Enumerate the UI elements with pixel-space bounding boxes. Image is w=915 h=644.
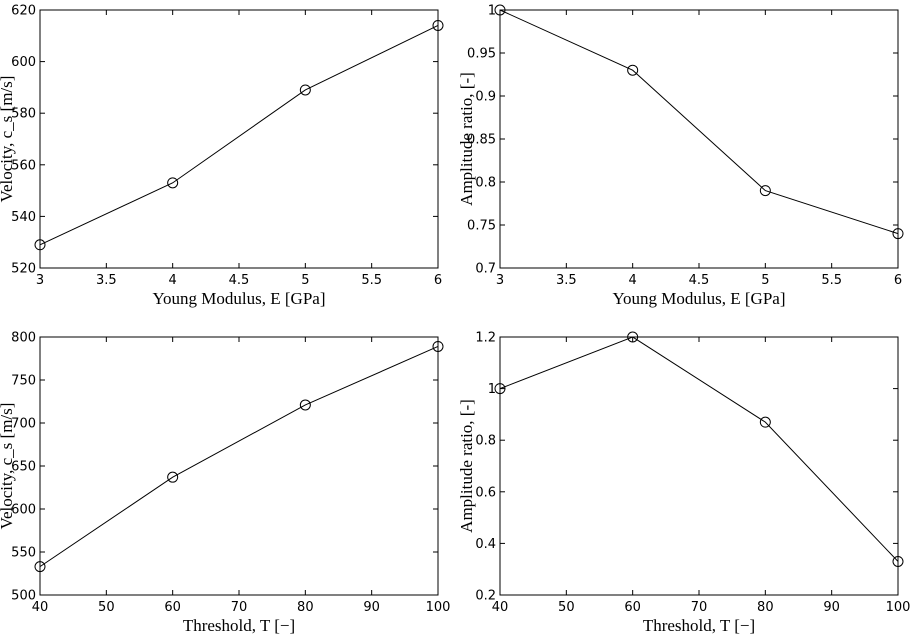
data-point-marker bbox=[627, 64, 639, 76]
x-tick-label: 3.5 bbox=[556, 273, 577, 288]
series-line bbox=[499, 336, 899, 562]
y-tick-label: 500 bbox=[11, 589, 36, 604]
x-tick-label: 6 bbox=[434, 273, 442, 288]
x-tick-label: 5.5 bbox=[361, 273, 382, 288]
y-tick-label: 0.95 bbox=[467, 47, 496, 62]
y-tick-label: 1 bbox=[488, 382, 496, 397]
x-tick-label: 50 bbox=[98, 600, 115, 615]
y-tick-label: 700 bbox=[11, 417, 36, 432]
x-axis-label: Threshold, T [−] bbox=[643, 616, 755, 635]
x-tick-label: 70 bbox=[231, 600, 248, 615]
data-point-marker bbox=[34, 239, 46, 251]
y-tick-label: 580 bbox=[11, 107, 36, 122]
axes-box bbox=[499, 9, 899, 269]
series-line bbox=[39, 346, 439, 568]
axes-box bbox=[39, 336, 439, 596]
data-point-marker bbox=[34, 561, 46, 573]
x-tick-label: 3 bbox=[496, 273, 504, 288]
data-point-marker bbox=[299, 84, 311, 96]
y-tick-label: 0.8 bbox=[475, 434, 496, 449]
x-tick-label: 50 bbox=[558, 600, 575, 615]
x-tick-label: 40 bbox=[492, 600, 509, 615]
y-axis-label: Velocity, c_s [m/s] bbox=[0, 403, 16, 530]
data-point-marker bbox=[494, 383, 506, 395]
x-tick-label: 70 bbox=[691, 600, 708, 615]
data-point-marker bbox=[494, 4, 506, 16]
y-tick-label: 600 bbox=[11, 55, 36, 70]
x-tick-label: 6 bbox=[894, 273, 902, 288]
data-point-marker bbox=[759, 185, 771, 197]
y-tick-label: 560 bbox=[11, 158, 36, 173]
x-axis-label: Threshold, T [−] bbox=[183, 616, 295, 635]
data-point-marker bbox=[167, 177, 179, 189]
series-line bbox=[39, 25, 439, 246]
data-point-marker bbox=[892, 228, 904, 240]
y-tick-label: 800 bbox=[11, 331, 36, 346]
y-tick-label: 650 bbox=[11, 460, 36, 475]
data-point-marker bbox=[759, 416, 771, 428]
chart-panel-amplitude-vs-threshold: 40 50 60 70 80 90 100 0.2 0.4 0.6 0.8 1 1.2 Threshold… bbox=[457, 331, 910, 636]
y-axis-label: Amplitude ratio, [-] bbox=[457, 72, 476, 206]
x-tick-label: 100 bbox=[426, 600, 451, 615]
y-tick-label: 520 bbox=[11, 262, 36, 277]
data-point-marker bbox=[432, 19, 444, 31]
y-tick-label: 0.8 bbox=[475, 176, 496, 191]
y-tick-label: 540 bbox=[11, 210, 36, 225]
x-tick-label: 40 bbox=[32, 600, 49, 615]
x-tick-label: 3 bbox=[36, 273, 44, 288]
data-point-marker bbox=[892, 555, 904, 567]
x-tick-label: 4.5 bbox=[689, 273, 710, 288]
x-tick-label: 90 bbox=[363, 600, 380, 615]
chart-panel-amplitude-vs-young-modulus: 3 3.5 4 4.5 5 5.5 6 0.7 0.75 0.8 0.85 0.9 0.95 1 Young… bbox=[457, 4, 904, 308]
y-tick-label: 0.2 bbox=[475, 589, 496, 604]
x-tick-label: 4 bbox=[169, 273, 177, 288]
axes-box bbox=[39, 9, 439, 269]
y-tick-label: 0.85 bbox=[467, 133, 496, 148]
y-tick-label: 0.4 bbox=[475, 537, 496, 552]
y-tick-label: 0.7 bbox=[475, 262, 496, 277]
y-axis-label: Amplitude ratio, [-] bbox=[457, 399, 476, 533]
x-tick-label: 5.5 bbox=[821, 273, 842, 288]
y-tick-label: 0.75 bbox=[467, 219, 496, 234]
y-tick-label: 0.6 bbox=[475, 485, 496, 500]
x-tick-label: 4 bbox=[629, 273, 637, 288]
data-point-marker bbox=[299, 399, 311, 411]
axes-box bbox=[499, 336, 899, 596]
x-axis-label: Young Modulus, E [GPa] bbox=[152, 289, 325, 308]
x-tick-label: 4.5 bbox=[229, 273, 250, 288]
x-tick-label: 5 bbox=[301, 273, 309, 288]
chart-panel-velocity-vs-young-modulus: 3 3.5 4 4.5 5 5.5 6 520 540 560 580 600 620 Young Mod… bbox=[0, 4, 444, 308]
series-line bbox=[499, 9, 899, 235]
data-point-marker bbox=[167, 471, 179, 483]
y-tick-label: 550 bbox=[11, 546, 36, 561]
y-tick-label: 1.2 bbox=[475, 331, 496, 346]
y-tick-label: 620 bbox=[11, 4, 36, 19]
y-tick-label: 750 bbox=[11, 374, 36, 389]
x-tick-label: 80 bbox=[297, 600, 314, 615]
x-tick-label: 60 bbox=[624, 600, 641, 615]
x-tick-label: 60 bbox=[164, 600, 181, 615]
y-tick-label: 600 bbox=[11, 503, 36, 518]
x-tick-label: 90 bbox=[823, 600, 840, 615]
data-point-marker bbox=[432, 340, 444, 352]
y-tick-label: 0.9 bbox=[475, 90, 496, 105]
chart-panel-velocity-vs-threshold: 40 50 60 70 80 90 100 500 550 600 650 700 750 800 Thre… bbox=[0, 331, 450, 636]
y-tick-label: 1 bbox=[488, 4, 496, 19]
x-tick-label: 80 bbox=[757, 600, 774, 615]
y-axis-label: Velocity, c_s [m/s] bbox=[0, 76, 16, 203]
x-tick-label: 3.5 bbox=[96, 273, 117, 288]
data-point-marker bbox=[627, 331, 639, 343]
x-tick-label: 5 bbox=[761, 273, 769, 288]
x-tick-label: 100 bbox=[886, 600, 911, 615]
x-axis-label: Young Modulus, E [GPa] bbox=[612, 289, 785, 308]
